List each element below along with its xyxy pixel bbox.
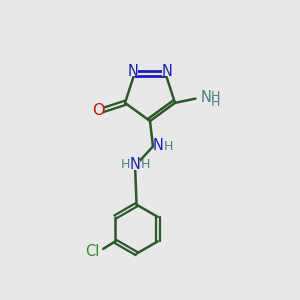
Text: N: N xyxy=(128,64,139,79)
Text: H: H xyxy=(211,96,220,109)
Text: H: H xyxy=(211,90,220,103)
Bar xyxy=(162,66,172,76)
Text: H: H xyxy=(120,158,130,171)
Text: N: N xyxy=(153,138,164,153)
Text: N: N xyxy=(161,64,172,79)
Text: H: H xyxy=(140,158,150,171)
Bar xyxy=(84,247,99,256)
Text: Cl: Cl xyxy=(85,244,99,259)
Bar xyxy=(201,92,211,102)
Bar xyxy=(130,160,140,170)
Bar xyxy=(154,141,163,150)
Text: H: H xyxy=(164,140,173,153)
Text: O: O xyxy=(92,103,104,118)
Text: N: N xyxy=(130,158,140,172)
Bar xyxy=(93,106,103,116)
Bar xyxy=(128,66,138,76)
Text: N: N xyxy=(200,90,211,105)
